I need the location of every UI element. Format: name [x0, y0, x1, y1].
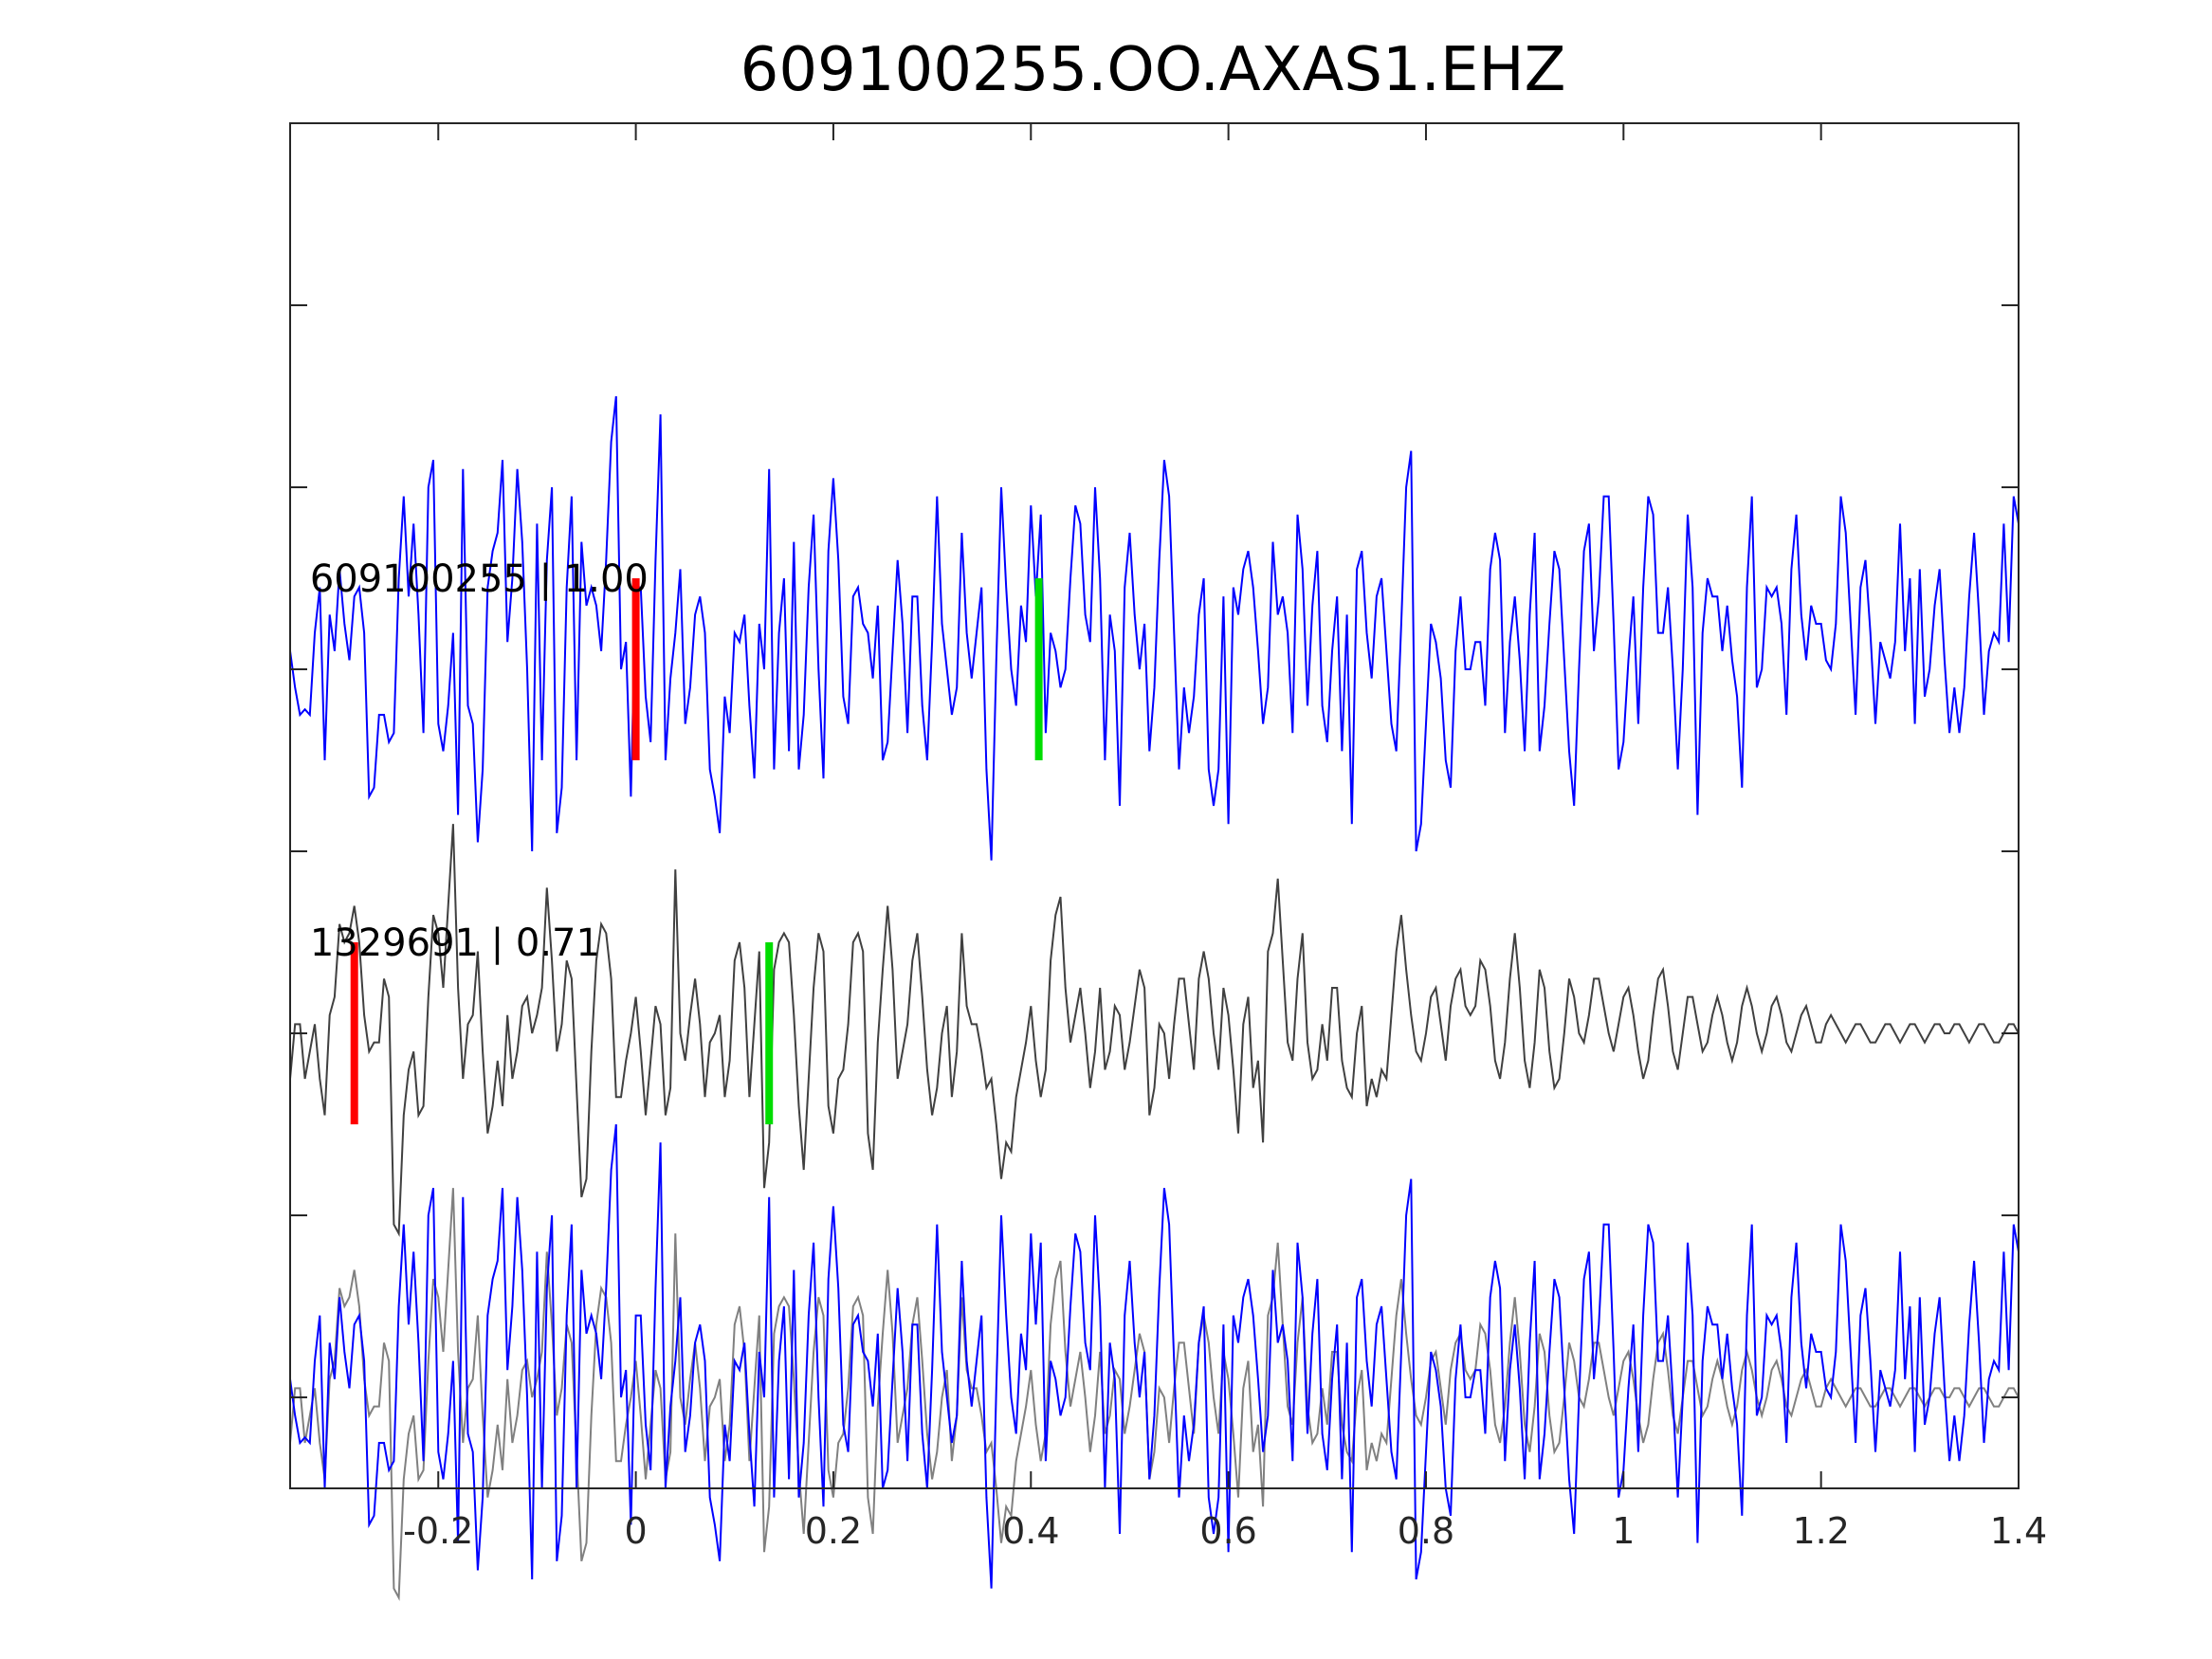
x-tick-label: 1 — [1612, 1510, 1635, 1552]
x-tick-label: -0.2 — [403, 1510, 473, 1552]
match-trace — [289, 824, 2020, 1237]
plot-area: 609100255 | 1.00 1329691 | 0.71 — [289, 395, 2020, 1601]
overlay-template-trace — [289, 1123, 2020, 1589]
x-tick-label: 0.8 — [1398, 1510, 1454, 1552]
x-tick-label: 0.4 — [1002, 1510, 1059, 1552]
template-trace — [289, 395, 2020, 861]
trace-label-2: 1329691 | 0.71 — [310, 921, 600, 965]
x-tick-label: 0.6 — [1199, 1510, 1256, 1552]
x-tick-label: 0 — [625, 1510, 648, 1552]
x-tick-label: 0.2 — [805, 1510, 862, 1552]
axes-frame — [289, 122, 2020, 1489]
x-tick-label: 1.2 — [1792, 1510, 1849, 1552]
x-tick-label: 1.4 — [1990, 1510, 2047, 1552]
trace-label-1: 609100255 | 1.00 — [310, 557, 649, 601]
y-axis — [290, 304, 2019, 1398]
x-axis: -0.2 0 0.2 0.4 0.6 0.8 1 1.2 1.4 — [403, 123, 2047, 1552]
chart-title: 609100255.OO.AXAS1.EHZ — [740, 35, 1566, 105]
